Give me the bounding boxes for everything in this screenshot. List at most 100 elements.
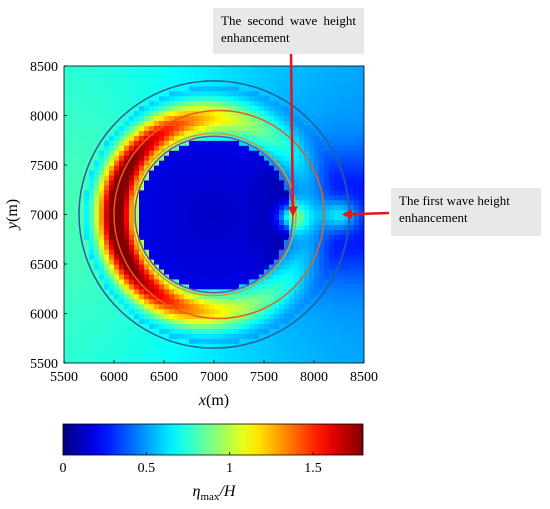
heatmap-cell xyxy=(234,155,240,161)
heatmap-cell xyxy=(139,234,145,240)
heatmap-cell xyxy=(139,348,145,354)
heatmap-cell xyxy=(239,209,245,216)
heatmap-cell xyxy=(149,283,155,290)
heatmap-cell xyxy=(164,234,170,240)
heatmap-cell xyxy=(134,189,140,196)
heatmap-cell xyxy=(94,80,100,87)
heatmap-cell xyxy=(229,95,235,102)
heatmap-cell xyxy=(294,130,300,136)
heatmap-cell xyxy=(204,204,210,211)
heatmap-cell xyxy=(274,105,280,112)
heatmap-cell xyxy=(224,293,230,300)
heatmap-cell xyxy=(159,249,165,255)
heatmap-cell xyxy=(299,358,305,363)
heatmap-cell xyxy=(239,268,245,275)
heatmap-cell xyxy=(239,273,245,280)
heatmap-cell xyxy=(94,249,100,255)
heatmap-cell xyxy=(299,179,305,186)
heatmap-cell xyxy=(184,239,190,245)
heatmap-cell xyxy=(169,189,175,196)
heatmap-cell xyxy=(354,85,360,92)
heatmap-cell xyxy=(304,150,310,156)
heatmap-cell xyxy=(244,224,250,230)
heatmap-cell xyxy=(329,229,335,235)
heatmap-cell xyxy=(189,323,195,329)
heatmap-cell xyxy=(184,323,190,329)
heatmap-cell xyxy=(99,298,105,305)
heatmap-cell xyxy=(219,229,225,235)
heatmap-cell xyxy=(354,303,360,310)
heatmap-cell xyxy=(204,234,210,240)
heatmap-cell xyxy=(254,224,260,230)
heatmap-cell xyxy=(254,160,260,166)
heatmap-cell xyxy=(154,80,160,87)
heatmap-cell xyxy=(294,273,300,280)
heatmap-cell xyxy=(64,348,70,354)
heatmap-cell xyxy=(119,219,125,225)
heatmap-cell xyxy=(189,80,195,87)
heatmap-cell xyxy=(134,224,140,230)
heatmap-cell xyxy=(99,234,105,240)
heatmap-cell xyxy=(299,155,305,161)
heatmap-cell xyxy=(84,273,90,280)
heatmap-cell xyxy=(359,140,364,146)
heatmap-cell xyxy=(74,214,80,221)
heatmap-cell xyxy=(329,209,335,216)
heatmap-cell xyxy=(124,283,130,290)
heatmap-cell xyxy=(69,90,75,97)
heatmap-cell xyxy=(114,348,120,354)
heatmap-cell xyxy=(189,145,195,151)
heatmap-cell xyxy=(304,125,310,131)
heatmap-cell xyxy=(319,313,325,320)
heatmap-cell xyxy=(319,150,325,156)
heatmap-cell xyxy=(244,234,250,240)
heatmap-cell xyxy=(104,174,110,181)
heatmap-cell xyxy=(279,75,285,82)
heatmap-cell xyxy=(344,219,350,225)
heatmap-cell xyxy=(339,105,345,112)
heatmap-cell xyxy=(219,353,225,359)
heatmap-cell xyxy=(144,189,150,196)
heatmap-cell xyxy=(214,259,220,265)
heatmap-cell xyxy=(209,224,215,230)
heatmap-cell xyxy=(334,259,340,265)
heatmap-cell xyxy=(289,283,295,290)
heatmap-cell xyxy=(64,135,70,141)
heatmap-cell xyxy=(144,264,150,270)
heatmap-cell xyxy=(299,85,305,92)
heatmap-cell xyxy=(279,85,285,92)
heatmap-cell xyxy=(334,110,340,117)
heatmap-cell xyxy=(334,169,340,176)
heatmap-cell xyxy=(214,273,220,280)
heatmap-cell xyxy=(144,100,150,107)
heatmap-cell xyxy=(234,110,240,117)
heatmap-cell xyxy=(264,199,270,206)
heatmap-cell xyxy=(279,293,285,300)
heatmap-cell xyxy=(199,120,205,126)
heatmap-cell xyxy=(164,165,170,171)
heatmap-cell xyxy=(89,189,95,196)
heatmap-cell xyxy=(319,323,325,329)
heatmap-cell xyxy=(139,130,145,136)
heatmap-cell xyxy=(114,259,120,265)
heatmap-cell xyxy=(209,323,215,329)
heatmap-cell xyxy=(229,358,235,363)
heatmap-cell xyxy=(194,115,200,122)
heatmap-cell xyxy=(169,333,175,339)
heatmap-cell xyxy=(314,90,320,97)
heatmap-cell xyxy=(79,174,85,181)
heatmap-cell xyxy=(279,145,285,151)
heatmap-cell xyxy=(324,125,330,131)
heatmap-cell xyxy=(209,249,215,255)
heatmap-cell xyxy=(149,288,155,295)
heatmap-cell xyxy=(359,169,364,176)
heatmap-cell xyxy=(304,219,310,225)
heatmap-cell xyxy=(214,70,220,77)
heatmap-cell xyxy=(154,313,160,320)
heatmap-cell xyxy=(204,75,210,82)
heatmap-cell xyxy=(209,278,215,285)
heatmap-cell xyxy=(204,298,210,305)
heatmap-cell xyxy=(284,298,290,305)
heatmap-cell xyxy=(199,115,205,122)
heatmap-cell xyxy=(354,318,360,324)
